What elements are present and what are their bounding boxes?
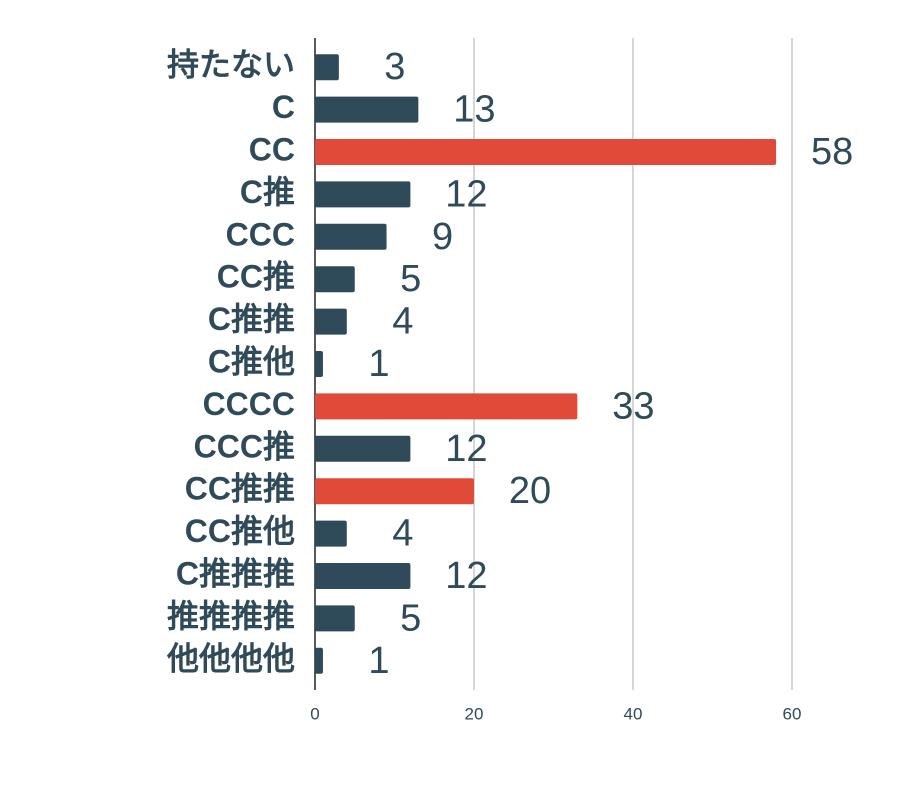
y-tick-label: CC: [249, 131, 295, 167]
value-label: 3: [384, 46, 405, 88]
bar: [315, 54, 339, 81]
x-tick-label: 40: [624, 704, 643, 723]
y-tick-label: C推他: [208, 343, 295, 379]
y-tick-label: CC推推: [185, 471, 295, 507]
value-label: 5: [400, 258, 421, 300]
value-label: 5: [400, 597, 421, 639]
bar: [315, 351, 323, 377]
y-tick-label: C推推推: [176, 555, 295, 591]
value-label: 1: [368, 640, 389, 682]
value-label: 12: [445, 173, 487, 215]
bar: [315, 139, 777, 165]
y-tick-label: CCC: [226, 216, 295, 252]
value-label: 4: [392, 301, 413, 343]
y-tick-label: 推推推推: [167, 598, 295, 634]
value-label: 58: [811, 131, 853, 173]
value-label: 9: [432, 216, 453, 258]
y-tick-label: CCC推: [194, 428, 295, 464]
value-label: 12: [445, 555, 487, 597]
x-tick-label: 0: [310, 704, 319, 723]
y-tick-label: CC推他: [185, 513, 295, 549]
x-tick-label: 20: [465, 704, 484, 723]
y-tick-label: C推推: [208, 301, 295, 337]
y-tick-label: CC推: [217, 259, 295, 295]
y-tick-label: 持たない: [167, 47, 295, 83]
bar: [315, 478, 474, 505]
value-label: 4: [392, 513, 413, 555]
value-label: 33: [612, 385, 654, 427]
bar: [315, 96, 419, 123]
y-tick-label: C: [272, 89, 295, 125]
bar: [315, 563, 411, 589]
value-label: 13: [453, 89, 495, 131]
bar: [315, 393, 578, 420]
bar: [315, 520, 347, 547]
bar: [315, 308, 347, 335]
bar: [315, 223, 387, 250]
bar: [315, 605, 355, 632]
y-tick-label: C推: [240, 174, 295, 210]
x-tick-label: 60: [783, 704, 802, 723]
bar: [315, 647, 323, 674]
bar: [315, 435, 411, 462]
value-label: 1: [368, 343, 389, 385]
bar: [315, 181, 411, 208]
value-label: 12: [445, 428, 487, 470]
y-tick-label: CCCC: [203, 386, 295, 422]
bar: [315, 266, 355, 293]
value-label: 20: [509, 470, 551, 512]
y-tick-label: 他他他他: [166, 640, 295, 676]
